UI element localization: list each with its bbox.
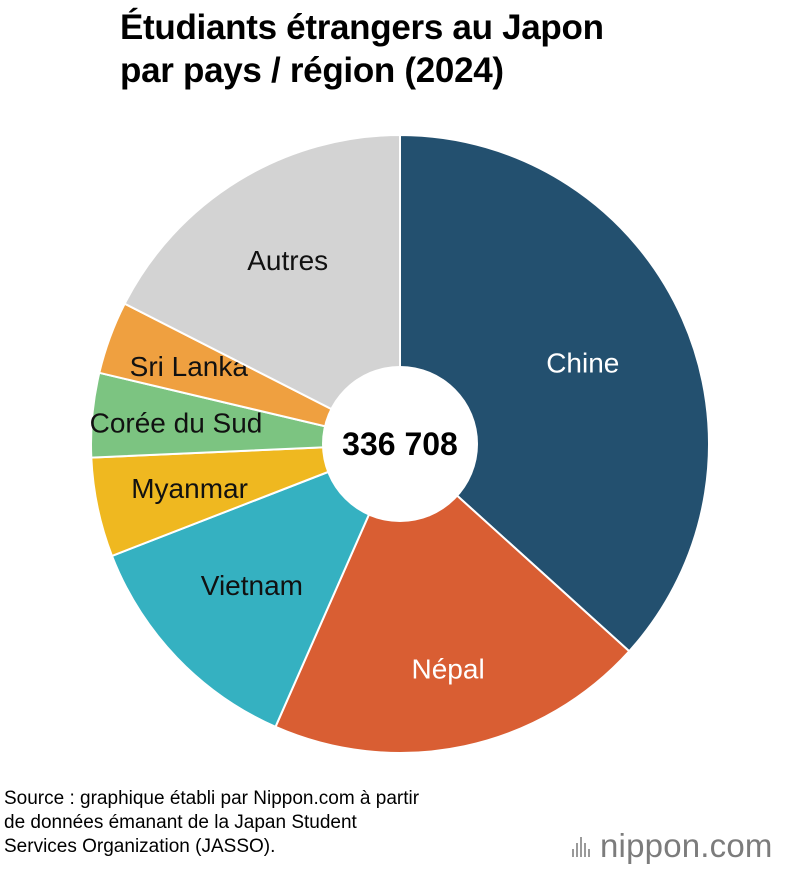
slice-label-chine: Chine xyxy=(546,347,619,378)
source-note: Source : graphique établi par Nippon.com… xyxy=(4,787,419,859)
total-label: 336 708 xyxy=(342,426,458,462)
slice-label-autres: Autres xyxy=(247,245,328,276)
slice-label-n-pal: Népal xyxy=(412,653,485,684)
donut-hole xyxy=(322,366,478,522)
slice-autres xyxy=(123,133,401,446)
logo-text: nippon.com xyxy=(600,827,773,864)
slice-vietnam xyxy=(110,442,402,729)
source-line-2: de données émanant de la Japan Student xyxy=(4,812,357,833)
nippon-logo: nippon.com xyxy=(572,826,773,866)
source-line-1: Source : graphique établi par Nippon.com… xyxy=(4,788,420,809)
slice-chine xyxy=(399,133,710,653)
chart-title-line-1: Étudiants étrangers au Japon xyxy=(120,8,604,47)
slice-label-cor-e-du-sud: Corée du Sud xyxy=(90,407,263,438)
source-line-3: Services Organization (JASSO). xyxy=(4,836,276,857)
logo-bars-icon xyxy=(572,835,590,857)
slice-label-myanmar: Myanmar xyxy=(131,473,248,504)
slice-n-pal xyxy=(274,442,631,755)
chart-title: Étudiants étrangers au Japon par pays / … xyxy=(120,6,604,92)
chart-title-line-2: par pays / région (2024) xyxy=(120,51,504,90)
slice-label-vietnam: Vietnam xyxy=(201,570,303,601)
